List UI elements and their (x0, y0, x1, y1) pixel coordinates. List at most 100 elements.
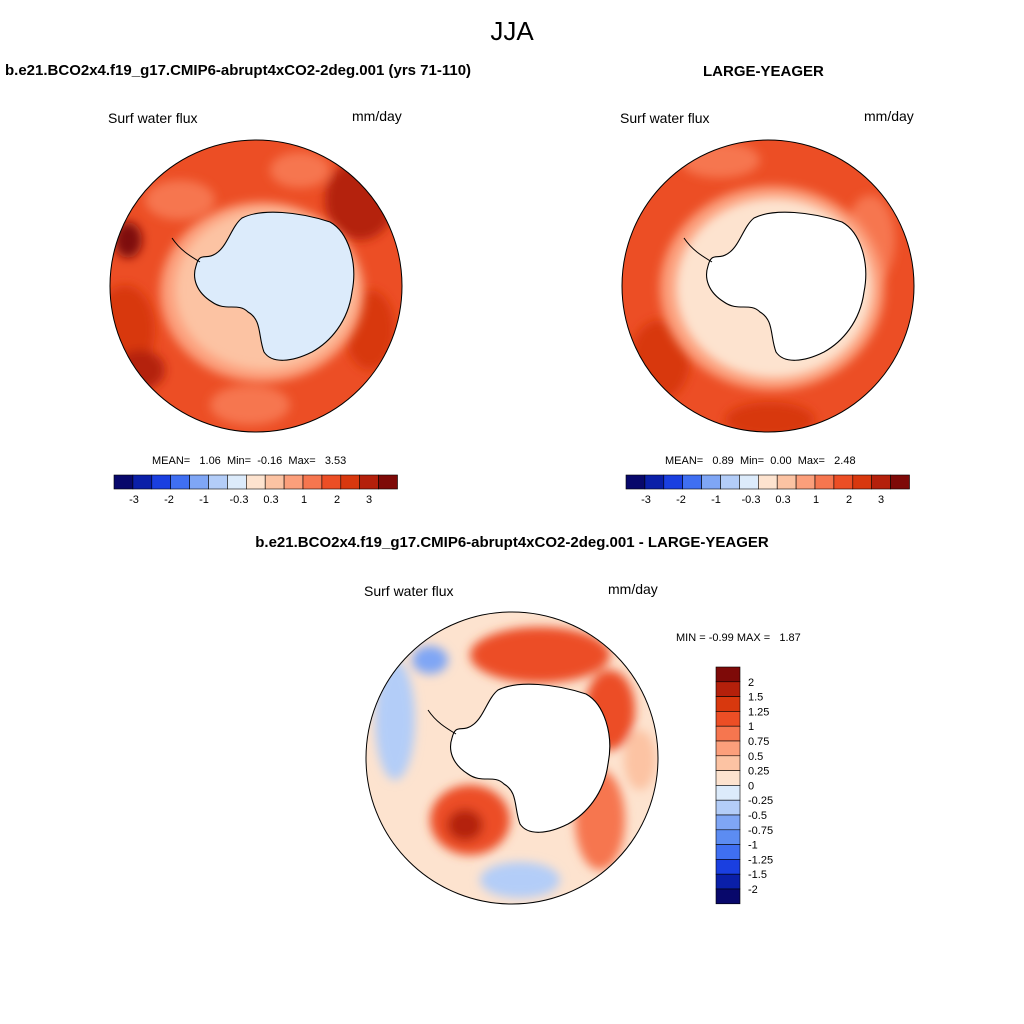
panel3-stats: MIN = -0.99 MAX = 1.87 (676, 632, 801, 644)
panel3-min-value: -0.99 (708, 632, 734, 644)
panel1-units-label: mm/day (352, 108, 402, 124)
panel3-colorbar-cell (715, 873, 741, 890)
panel3-colorbar-cell (715, 725, 741, 742)
panel3-colorbar-cell (715, 829, 741, 845)
panel3-colorbar-tick: 0 (748, 780, 754, 792)
panel1-colorbar-tick: 2 (334, 494, 340, 506)
panel1-colorbar-tick: -2 (164, 494, 174, 506)
panel1-colorbar-cell (378, 474, 398, 490)
panel1-colorbar-cell (189, 474, 209, 490)
panel1-colorbar-tick: 3 (366, 494, 372, 506)
panel3-colorbar-cell (715, 666, 741, 683)
panel1-colorbar-cell (132, 474, 153, 490)
panel3-colorbar-cell (715, 814, 741, 831)
panel2-colorbar-tick: -0.3 (742, 494, 761, 506)
panel2-colorbar-cell (776, 474, 797, 490)
panel2-variable-label: Surf water flux (620, 110, 710, 126)
panel2-peninsula (683, 237, 713, 263)
panel3-colorbar-cell (715, 740, 741, 757)
panel2-colorbar-cell (644, 474, 665, 490)
panel3-colorbar-tick: 1.5 (748, 692, 763, 704)
panel1-mean-value: 1.06 (199, 455, 221, 467)
panel3-colorbar-tick: -0.25 (748, 795, 773, 807)
panel3-colorbar-cell (715, 770, 741, 786)
panel2-max-value: 2.48 (834, 455, 856, 467)
panel3-colorbar-cell (715, 696, 741, 712)
panel3-colorbar-cell (715, 711, 741, 727)
panel3-colorbar-cell (715, 859, 741, 875)
panel1-peninsula (171, 237, 201, 263)
panel2-map (621, 139, 915, 433)
panel1-map (109, 139, 403, 433)
panel3-antarctica (450, 683, 611, 833)
panel3-title: b.e21.BCO2x4.f19_g17.CMIP6-abrupt4xCO2-2… (255, 534, 769, 551)
panel1-antarctica (194, 211, 355, 361)
panel2-mean-value: 0.89 (712, 455, 734, 467)
panel1-colorbar-cell (283, 474, 304, 490)
panel1-colorbar-cell (359, 474, 379, 490)
panel3-peninsula (427, 709, 457, 735)
panel2-colorbar-tick: -2 (676, 494, 686, 506)
panel2-title: LARGE-YEAGER (703, 63, 824, 80)
panel2-colorbar: -3 -2 -1 -0.3 0.3 1 2 3 (625, 474, 910, 506)
panel3-colorbar-tick: -1 (748, 840, 758, 852)
panel3-colorbar-cell (715, 888, 741, 905)
panel2-stats: MEAN= 0.89 Min= 0.00 Max= 2.48 (665, 455, 856, 467)
panel2-colorbar-tick: 2 (846, 494, 852, 506)
panel3-colorbar-cell (715, 844, 741, 860)
panel1-colorbar-tick: 0.3 (263, 494, 278, 506)
panel1-colorbar-cell (302, 474, 323, 490)
panel1-max-label: Max= (288, 455, 316, 467)
panel1-colorbar-cell (246, 474, 266, 490)
panel1-mean-label: MEAN= (152, 455, 191, 467)
panel1-colorbar-cell (321, 474, 342, 490)
panel1-max-value: 3.53 (324, 455, 347, 467)
panel3-colorbar-tick: -2 (748, 884, 758, 896)
panel2-colorbar-cell (890, 474, 910, 490)
panel2-units-label: mm/day (864, 108, 914, 124)
panel3-colorbar-tick: -0.75 (748, 825, 773, 837)
panel2-colorbar-cell (814, 474, 835, 490)
panel3-colorbar-tick: 0.75 (748, 736, 769, 748)
panel2-max-label: Max= (797, 455, 825, 467)
panel2-colorbar-cell (663, 474, 683, 490)
panel3-colorbar-tick: -0.5 (748, 810, 767, 822)
panel2-colorbar-tick: -3 (641, 494, 651, 506)
panel3-colorbar-cell (715, 785, 741, 801)
panel3-colorbar-tick: -1.25 (748, 854, 773, 866)
panel1-min-value: -0.16 (257, 455, 283, 467)
panel3-units-label: mm/day (608, 581, 658, 597)
panel2-colorbar-tick: 1 (813, 494, 819, 506)
panel2-colorbar-cell (852, 474, 872, 490)
panel1-colorbar-tick: 1 (301, 494, 307, 506)
panel3-max-label: MAX = (736, 632, 771, 644)
panel3-colorbar-cell (715, 755, 741, 771)
panel3-colorbar: 2 1.5 1.25 1 0.75 0.5 0.25 0 -0.25 -0.5 -0.75 -1 -1.… (715, 666, 773, 905)
panel1-stats: MEAN= 1.06 Min= -0.16 Max= 3.53 (152, 455, 346, 467)
panel3-colorbar-tick: -1.5 (748, 869, 767, 881)
panel1-colorbar: -3 -2 -1 -0.3 0.3 1 2 3 (113, 474, 398, 506)
panel1-colorbar-tick: -3 (129, 494, 139, 506)
panel1-title: b.e21.BCO2x4.f19_g17.CMIP6-abrupt4xCO2-2… (5, 62, 472, 79)
panel2-colorbar-cell (757, 474, 778, 490)
panel3-colorbar-cell (715, 681, 741, 697)
panel2-colorbar-cell (701, 474, 721, 490)
panel2-min-label: Min= (739, 455, 765, 467)
panel2-colorbar-cell (795, 474, 816, 490)
panel2-colorbar-cell (720, 474, 740, 490)
panel2-colorbar-cell (682, 474, 702, 490)
panel3-max-value: 1.87 (779, 632, 801, 644)
panel2-min-value: 0.00 (770, 455, 792, 467)
panel1-colorbar-tick: -1 (199, 494, 209, 506)
panel2-colorbar-tick: 0.3 (775, 494, 790, 506)
panel2-colorbar-tick: 3 (878, 494, 884, 506)
panel3-map (365, 611, 659, 905)
figure-title: JJA (490, 16, 534, 46)
panel2-colorbar-cell (625, 474, 646, 490)
panel3-variable-label: Surf water flux (364, 583, 454, 599)
panel1-colorbar-cell (340, 474, 360, 490)
panel3-colorbar-tick: 1 (748, 721, 754, 733)
panel1-colorbar-cell (170, 474, 190, 490)
panel1-min-label: Min= (226, 455, 252, 467)
